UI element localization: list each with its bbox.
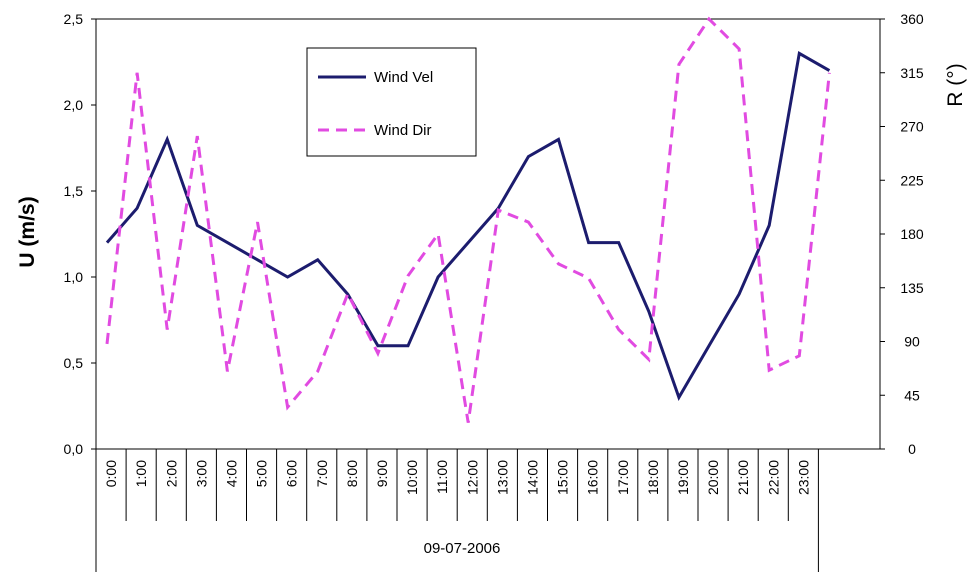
category-label: 19:00 [675,460,691,495]
category-label: 14:00 [524,460,540,495]
y-axis-title: U (m/s) [16,196,39,267]
category-label: 15:00 [555,460,571,495]
category-label: 3:00 [193,460,209,487]
category-label: 4:00 [223,460,239,487]
y-tick-label: 0,5 [64,355,84,371]
y2-tick-label: 360 [900,11,924,27]
category-label: 5:00 [254,460,270,487]
category-label: 8:00 [344,460,360,487]
y-tick-label: 1,0 [64,269,84,285]
category-label: 2:00 [163,460,179,487]
category-label: 6:00 [284,460,300,487]
y2-tick-label: 0 [908,441,916,457]
y2-tick-label: 270 [900,119,924,135]
series-line-wind-vel [105,51,831,401]
series-line-wind-dir [105,16,831,423]
category-label: 1:00 [133,460,149,487]
legend: Wind Vel Wind Dir [306,47,477,157]
category-label: 11:00 [434,460,450,494]
y2-tick-label: 225 [900,172,924,188]
y-tick-label: 0,0 [64,441,84,457]
category-axis: 0:00 1:00 2:00 3:00 4:00 5:00 6:00 7:00 8:00 9:00… [95,449,819,572]
x-axis-date-label: 09-07-2006 [424,540,501,557]
legend-label-wind-dir: Wind Dir [374,122,432,139]
y2-tick-label: 315 [900,65,924,81]
left-axis-ticks: 0,0 0,5 1,0 1,5 2,0 2,5 [64,11,96,457]
series-group [105,16,831,423]
y-tick-label: 2,0 [64,97,84,113]
y2-tick-label: 135 [900,280,924,296]
y2-tick-label: 180 [900,226,924,242]
category-label: 21:00 [735,460,751,495]
category-label: 13:00 [494,460,510,495]
legend-box [306,47,477,157]
right-axis-ticks: 0 45 90 135 180 225 270 315 360 [880,11,924,457]
category-label: 12:00 [464,460,480,495]
y2-axis-title: R (°) [944,63,967,106]
category-label: 10:00 [404,460,420,495]
category-label: 16:00 [585,460,601,495]
category-label: 7:00 [314,460,330,487]
y-tick-label: 1,5 [64,183,84,199]
category-label: 22:00 [765,460,781,495]
y2-tick-label: 45 [904,387,920,403]
legend-label-wind-vel: Wind Vel [374,69,433,86]
category-label: 20:00 [705,460,721,495]
category-label: 0:00 [103,460,119,487]
category-label: 17:00 [615,460,631,495]
category-label: 18:00 [645,460,661,495]
y2-tick-label: 90 [904,334,920,350]
category-label: 9:00 [374,460,390,487]
y-tick-label: 2,5 [64,11,84,27]
category-label: 23:00 [795,460,811,495]
